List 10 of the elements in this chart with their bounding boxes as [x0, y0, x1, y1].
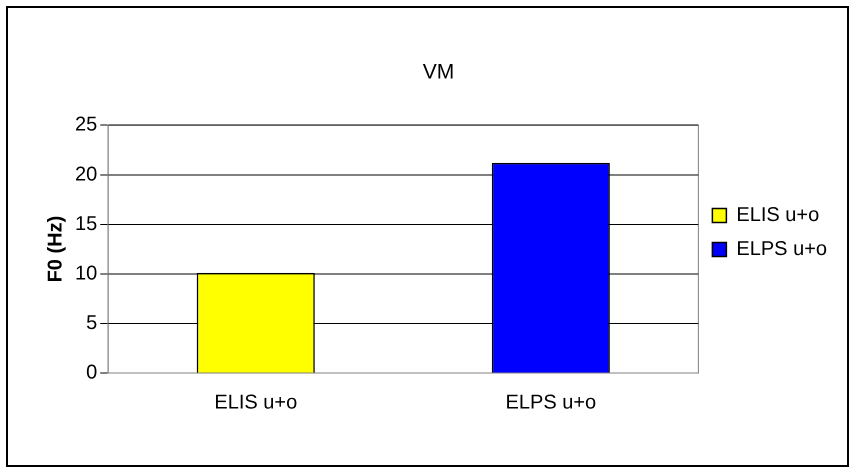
legend-label: ELIS u+o — [736, 204, 820, 226]
y-tick-label: 0 — [86, 362, 98, 384]
y-axis-title: F0 (Hz) — [44, 216, 67, 282]
y-tick-label: 15 — [74, 212, 98, 235]
chart-title: VM — [422, 60, 454, 84]
y-tick-label: 10 — [74, 262, 98, 284]
y-tick-label: 25 — [74, 114, 98, 136]
legend-label: ELPS u+o — [736, 238, 827, 260]
y-tick-label: 20 — [74, 163, 98, 186]
y-tick-label: 5 — [86, 312, 98, 334]
